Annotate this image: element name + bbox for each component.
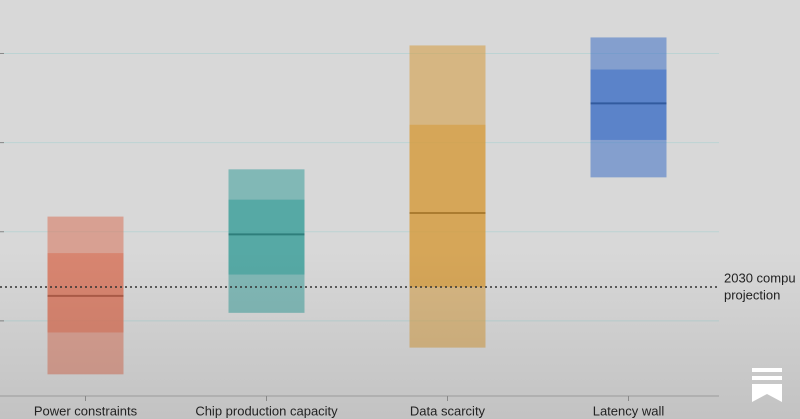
x-tick-label: Power constraints — [34, 403, 138, 418]
projection-label: 2030 compu — [724, 270, 796, 285]
x-tick-label: Latency wall — [593, 403, 665, 418]
shade — [0, 250, 800, 419]
x-tick-label: Data scarcity — [410, 403, 486, 418]
inner-range — [590, 69, 667, 140]
x-tick-label: Chip production capacity — [195, 403, 338, 418]
logo — [752, 368, 782, 402]
projection-label: projection — [724, 287, 780, 302]
